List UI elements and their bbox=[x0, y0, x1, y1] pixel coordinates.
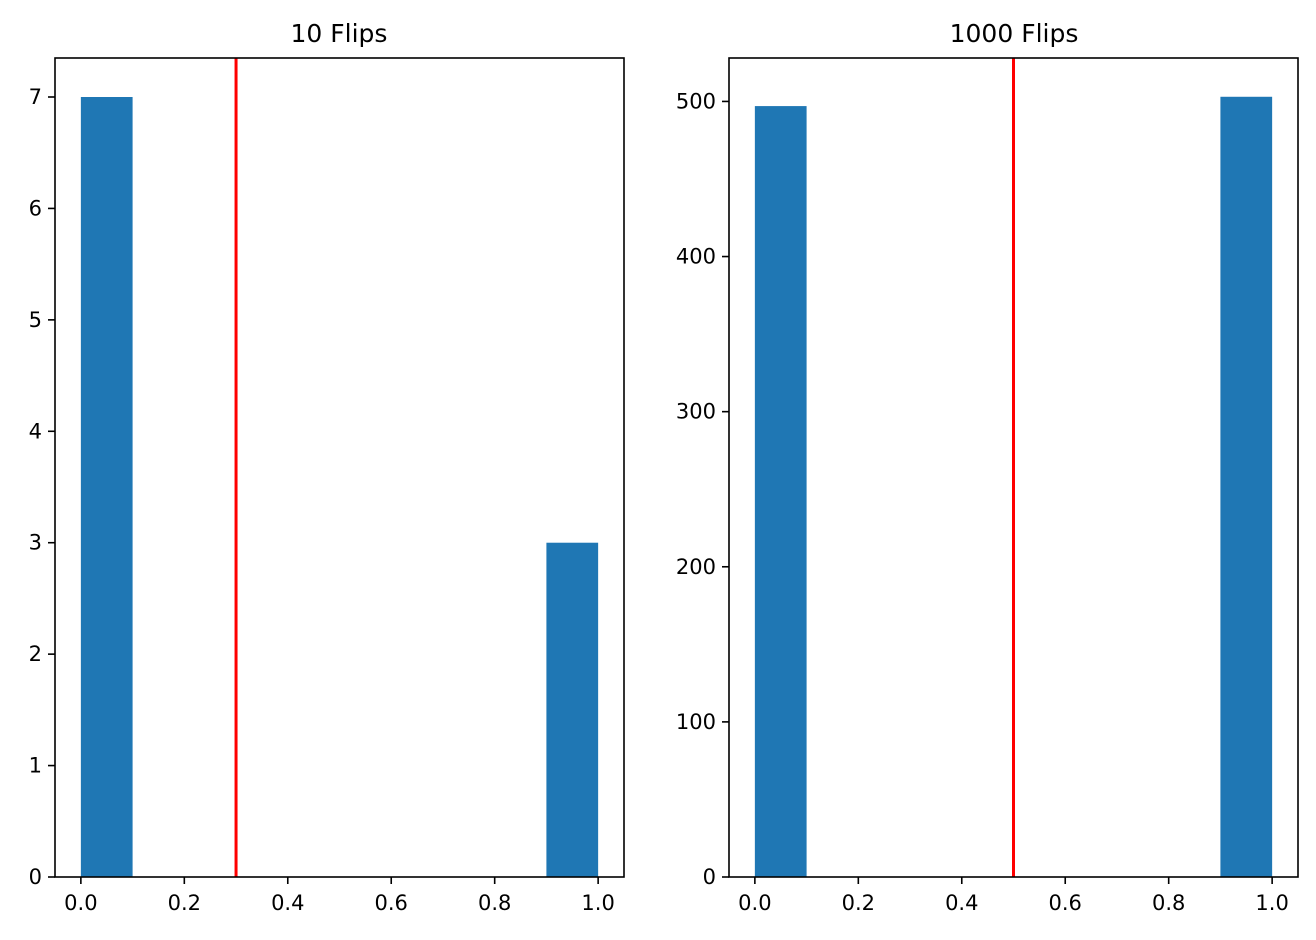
y-tick-label: 1 bbox=[29, 754, 42, 778]
chart-title: 10 Flips bbox=[291, 19, 388, 48]
axes-frame bbox=[54, 57, 625, 878]
x-tick-label: 1.0 bbox=[1255, 891, 1288, 915]
axes-frame bbox=[728, 57, 1299, 878]
chart-title: 1000 Flips bbox=[950, 19, 1079, 48]
histogram-bar bbox=[1220, 96, 1273, 877]
y-tick-label: 6 bbox=[29, 196, 42, 220]
histogram-10-flips: 10 Flips 0.0 0.2 0.4 0.6 0.8 1.0 0 1 2 3 4 5 6 7 bbox=[29, 19, 625, 915]
histogram-bar bbox=[546, 542, 599, 877]
y-tick-label: 7 bbox=[29, 85, 42, 109]
x-tick-label: 0.2 bbox=[168, 891, 201, 915]
y-tick-label: 100 bbox=[676, 710, 716, 734]
x-tick-label: 0.4 bbox=[271, 891, 304, 915]
y-tick-label: 0 bbox=[703, 865, 716, 889]
y-tick-label: 0 bbox=[29, 865, 42, 889]
x-tick-label: 0.4 bbox=[945, 891, 978, 915]
y-tick-label: 3 bbox=[29, 531, 42, 555]
y-tick-label: 200 bbox=[676, 555, 716, 579]
y-tick-label: 400 bbox=[676, 245, 716, 269]
x-tick-label: 1.0 bbox=[581, 891, 614, 915]
x-tick-label: 0.8 bbox=[478, 891, 511, 915]
y-tick-label: 5 bbox=[29, 308, 42, 332]
x-tick-label: 0.6 bbox=[375, 891, 408, 915]
histogram-1000-flips: 1000 Flips 0.0 0.2 0.4 0.6 0.8 1.0 0 100 200 300 4… bbox=[676, 19, 1299, 915]
histogram-bar bbox=[754, 106, 807, 878]
x-tick-label: 0.0 bbox=[738, 891, 771, 915]
x-tick-label: 0.0 bbox=[64, 891, 97, 915]
histogram-bar bbox=[80, 97, 133, 877]
y-tick-label: 4 bbox=[29, 419, 42, 443]
y-tick-label: 500 bbox=[676, 89, 716, 113]
x-tick-label: 0.6 bbox=[1049, 891, 1082, 915]
y-tick-label: 300 bbox=[676, 400, 716, 424]
x-tick-label: 0.8 bbox=[1152, 891, 1185, 915]
x-tick-label: 0.2 bbox=[842, 891, 875, 915]
y-tick-label: 2 bbox=[29, 642, 42, 666]
